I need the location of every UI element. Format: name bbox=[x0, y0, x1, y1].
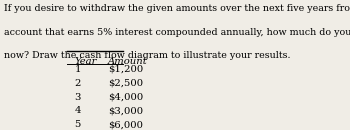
Text: $1,200: $1,200 bbox=[108, 65, 144, 74]
Text: Year: Year bbox=[75, 57, 97, 66]
Text: 4: 4 bbox=[75, 106, 81, 115]
Text: $4,000: $4,000 bbox=[108, 93, 144, 102]
Text: $6,000: $6,000 bbox=[108, 120, 143, 129]
Text: $2,500: $2,500 bbox=[108, 79, 144, 88]
Text: 2: 2 bbox=[75, 79, 81, 88]
Text: $3,000: $3,000 bbox=[108, 106, 144, 115]
Text: 3: 3 bbox=[75, 93, 81, 102]
Text: now? Draw the cash flow diagram to illustrate your results.: now? Draw the cash flow diagram to illus… bbox=[4, 51, 290, 60]
Text: 1: 1 bbox=[75, 65, 81, 74]
Text: Amount: Amount bbox=[108, 57, 148, 66]
Text: 5: 5 bbox=[75, 120, 81, 129]
Text: account that earns 5% interest compounded annually, how much do you need to depo: account that earns 5% interest compounde… bbox=[4, 28, 350, 37]
Text: If you desire to withdraw the given amounts over the next five years from a savi: If you desire to withdraw the given amou… bbox=[4, 4, 350, 13]
